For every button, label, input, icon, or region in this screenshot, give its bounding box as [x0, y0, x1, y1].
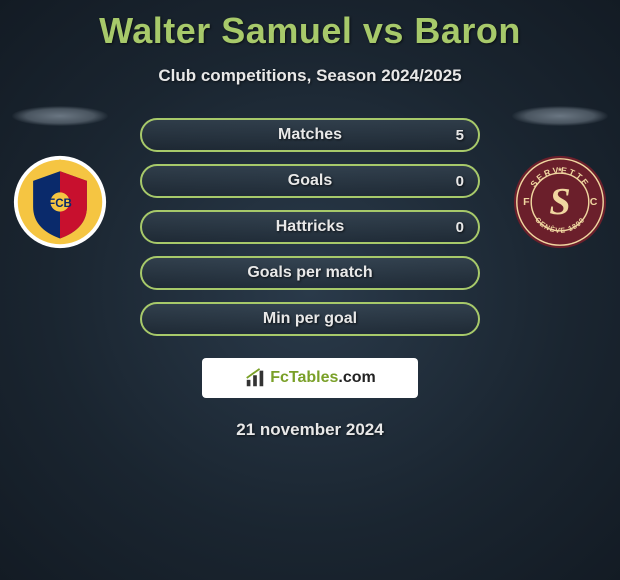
stats-rows: Matches 5 Goals 0 Hattricks 0 Goals per …	[140, 118, 480, 336]
player-left-placeholder	[12, 106, 108, 126]
stat-row-goals: Goals 0	[140, 164, 480, 198]
stat-right-value: 5	[456, 127, 464, 144]
brand-text: FcTables.com	[270, 369, 376, 387]
brand-logo[interactable]: FcTables.com	[202, 358, 418, 398]
stat-right-value: 0	[456, 173, 464, 190]
comparison-content: FCB ★ SERVETTE GENÈVE 1890 S ★ F C Matc	[0, 118, 620, 440]
left-player-column: FCB ★	[0, 106, 120, 250]
svg-text:F: F	[523, 196, 530, 208]
page-subtitle: Club competitions, Season 2024/2025	[0, 66, 620, 86]
right-player-column: SERVETTE GENÈVE 1890 S ★ F C	[500, 106, 620, 250]
page-title: Walter Samuel vs Baron	[0, 0, 620, 52]
stat-label: Matches	[278, 126, 342, 144]
stat-right-value: 0	[456, 219, 464, 236]
stat-label: Goals	[288, 172, 332, 190]
svg-text:FCB: FCB	[48, 198, 72, 210]
stat-label: Min per goal	[263, 310, 357, 328]
stat-label: Hattricks	[276, 218, 344, 236]
player-right-placeholder	[512, 106, 608, 126]
svg-text:★: ★	[56, 158, 65, 169]
club-badge-right: SERVETTE GENÈVE 1890 S ★ F C	[512, 154, 608, 250]
stat-label: Goals per match	[247, 264, 372, 282]
svg-text:S: S	[549, 181, 570, 223]
date-text: 21 november 2024	[0, 420, 620, 440]
stat-row-matches: Matches 5	[140, 118, 480, 152]
svg-text:C: C	[590, 196, 598, 208]
stat-row-hattricks: Hattricks 0	[140, 210, 480, 244]
stat-row-goals-per-match: Goals per match	[140, 256, 480, 290]
club-badge-left: FCB ★	[12, 154, 108, 250]
svg-text:★: ★	[557, 165, 563, 173]
bars-icon	[244, 367, 266, 389]
stat-row-min-per-goal: Min per goal	[140, 302, 480, 336]
